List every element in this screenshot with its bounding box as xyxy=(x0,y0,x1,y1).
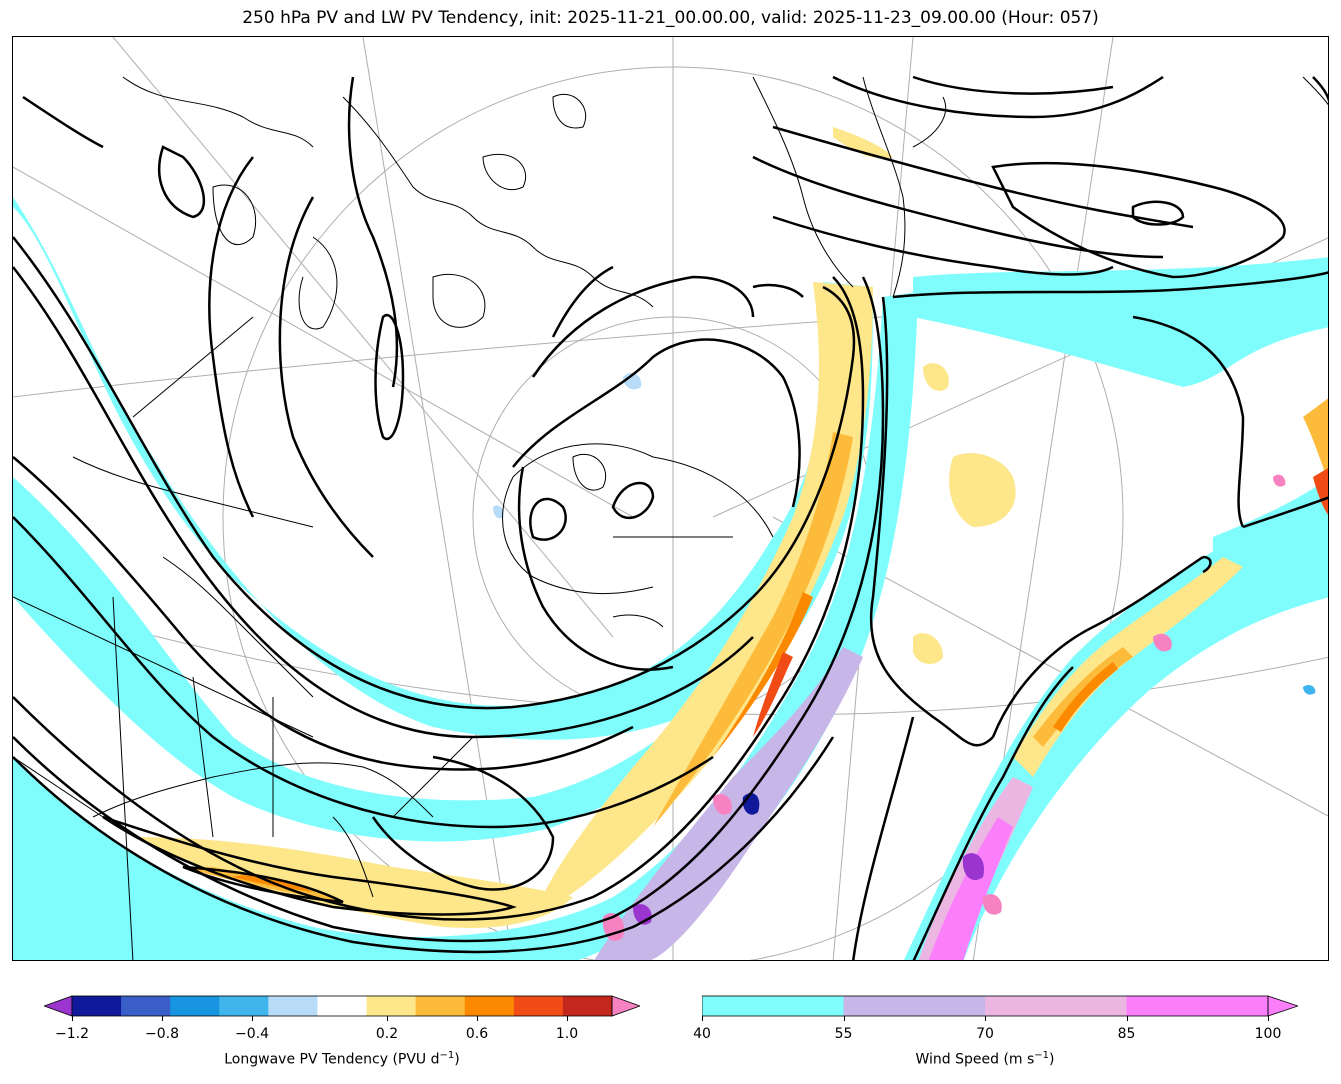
pv-contours xyxy=(13,75,1328,960)
pv-tendency-tick-label: 1.0 xyxy=(555,1026,579,1042)
wind-speed-tick-label: 40 xyxy=(693,1026,711,1042)
wind-speed-tick-label: 70 xyxy=(976,1026,994,1042)
graticule xyxy=(13,37,1328,960)
wind-speed-tick-label: 100 xyxy=(1254,1026,1282,1042)
wind-speed-tick-mark xyxy=(985,1016,986,1021)
pv-tendency-tick-mark xyxy=(72,1016,73,1021)
pv-tendency-swatch xyxy=(366,996,417,1016)
wind-speed-tick-label: 85 xyxy=(1117,1026,1136,1042)
pv-tendency-swatch xyxy=(415,996,466,1016)
wind-speed-tick-label: 55 xyxy=(834,1026,853,1042)
wind-speed-colorbar-label: Wind Speed (m s−1) xyxy=(915,1050,1055,1068)
wind-speed-colorbar: 40 55 70 85 100 Wind Speed (m s−1) xyxy=(693,994,1298,1074)
pv-tendency-colorbar: −1.2 −0.8 −0.4 0.2 0.6 1.0 Longwave PV Tenden… xyxy=(44,994,640,1074)
pv-tendency-swatch xyxy=(464,996,515,1016)
pv-tendency-swatch xyxy=(121,996,171,1016)
wind-speed-colorbar-swatches xyxy=(702,995,1298,1017)
pv-tendency-swatch xyxy=(72,996,122,1016)
pv-tendency-tick-mark xyxy=(567,1016,568,1021)
map-canvas xyxy=(13,37,1328,960)
pv-tendency-tick-label: 0.6 xyxy=(465,1026,489,1042)
pv-tendency-tick-mark xyxy=(477,1016,478,1021)
map-title: 250 hPa PV and LW PV Tendency, init: 202… xyxy=(242,8,1099,28)
wind-speed-swatch xyxy=(1126,996,1269,1016)
pv-tendency-tick-label: −0.4 xyxy=(235,1026,269,1042)
pv-tendency-swatch xyxy=(562,996,613,1016)
wind-speed-swatch xyxy=(843,996,986,1016)
coastlines-borders xyxy=(13,76,1328,960)
pv-tendency-swatch xyxy=(268,996,318,1016)
wind-speed-tick-mark xyxy=(1268,1016,1269,1021)
pv-tendency-swatch xyxy=(317,996,368,1016)
pv-tendency-tick-label: −0.8 xyxy=(145,1026,179,1042)
wind-speed-fill xyxy=(13,197,1328,960)
wind-speed-swatch xyxy=(702,996,844,1016)
pv-tendency-swatch xyxy=(219,996,269,1016)
pv-tendency-colorbar-swatches xyxy=(44,995,640,1017)
wind-speed-swatch xyxy=(985,996,1127,1016)
pv-tendency-swatch xyxy=(513,996,564,1016)
pv-tendency-tick-label: 0.2 xyxy=(375,1026,399,1042)
pv-tendency-colorbar-label: Longwave PV Tendency (PVU d−1) xyxy=(224,1050,460,1068)
pv-tendency-tick-mark xyxy=(387,1016,388,1021)
wind-speed-tick-mark xyxy=(702,1016,703,1021)
wind-speed-tick-mark xyxy=(1126,1016,1128,1021)
pv-tendency-tick-mark xyxy=(162,1016,163,1021)
pv-tendency-swatch xyxy=(170,996,220,1016)
pv-tendency-tick-label: −1.2 xyxy=(55,1026,89,1042)
pv-tendency-tick-mark xyxy=(252,1016,253,1021)
map-panel[interactable] xyxy=(12,36,1329,961)
wind-speed-tick-mark xyxy=(843,1016,845,1021)
